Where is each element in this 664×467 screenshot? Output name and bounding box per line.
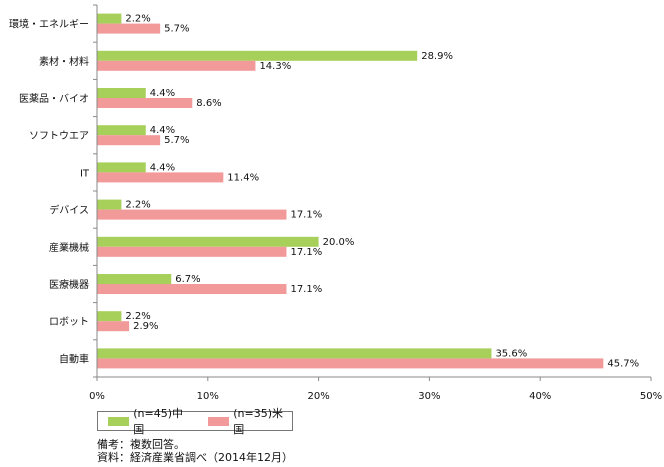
category-label: 産業機械 (49, 241, 89, 254)
bar-us (97, 23, 161, 34)
data-label-china: 4.4% (150, 162, 175, 173)
bar-us (97, 209, 287, 220)
data-label-china: 4.4% (150, 125, 175, 136)
category-label: ソフトウエア (29, 130, 89, 142)
data-label-china: 35.6% (495, 348, 527, 359)
category-label: 環境・エネルギー (9, 18, 89, 31)
bar-china (97, 50, 418, 61)
bar-us (97, 321, 130, 332)
category-label: デバイス (49, 204, 89, 217)
bar-china (97, 13, 122, 24)
legend-swatch-china (108, 416, 130, 426)
category-label: IT (80, 168, 90, 179)
note-source: 資料：経済産業省調べ（2014年12月） (97, 451, 293, 464)
note-remarks: 備考：複数回答。 (97, 438, 185, 451)
data-label-china: 2.2% (125, 200, 150, 211)
x-tick-label: 40% (529, 391, 551, 402)
data-label-china: 2.2% (125, 311, 150, 322)
data-label-us: 17.1% (290, 284, 322, 295)
category-label: 医薬品・バイオ (19, 93, 89, 105)
legend-label-china: (n=45)中国 (133, 407, 184, 436)
data-label-china: 6.7% (175, 274, 200, 285)
bar-china (97, 311, 122, 322)
bar-chart: 環境・エネルギー 2.2% 5.7% 素材・材料 28.9% 14.3% 医薬品・バイオ 4.… (9, 4, 662, 402)
data-label-us: 8.6% (196, 98, 221, 109)
x-tick-label: 50% (640, 391, 662, 402)
notes: 備考：複数回答。 資料：経済産業省調べ（2014年12月） (97, 438, 293, 464)
bar-us (97, 358, 604, 369)
x-tick-label: 30% (418, 391, 440, 402)
bar-us (97, 135, 161, 146)
bar-china (97, 274, 172, 284)
legend: (n=45)中国 (n=35)米国 (97, 407, 293, 436)
data-label-us: 11.4% (227, 172, 259, 183)
data-label-china: 4.4% (150, 88, 175, 99)
data-label-us: 2.9% (133, 321, 158, 332)
bar-china (97, 199, 122, 210)
data-label-china: 2.2% (125, 14, 150, 25)
category-label: 医療機器 (49, 278, 89, 291)
bar-us (97, 60, 256, 71)
data-label-us: 17.1% (290, 247, 322, 258)
legend-label-us: (n=35)米国 (233, 407, 284, 436)
bar-china (97, 88, 146, 98)
legend-item-us: (n=35)米国 (208, 405, 292, 437)
bar-us (97, 98, 193, 108)
bar-china (97, 162, 146, 173)
x-tick-label: 20% (307, 391, 329, 402)
bar-china (97, 125, 146, 136)
data-label-us: 5.7% (164, 24, 189, 35)
data-label-china: 20.0% (323, 237, 355, 248)
bar-us (97, 172, 224, 183)
data-label-us: 45.7% (607, 358, 639, 369)
x-tick-label: 0% (89, 391, 105, 402)
category-label: 素材・材料 (39, 55, 89, 68)
data-label-china: 28.9% (421, 51, 453, 62)
x-tick-label: 10% (197, 391, 219, 402)
data-label-us: 5.7% (164, 135, 189, 146)
bar-china (97, 236, 319, 247)
bar-us (97, 284, 287, 294)
data-label-us: 17.1% (290, 210, 322, 221)
data-label-us: 14.3% (259, 61, 291, 72)
legend-item-china: (n=45)中国 (108, 405, 192, 437)
bar-us (97, 246, 287, 257)
category-label: ロボット (49, 316, 89, 328)
legend-swatch-us (208, 416, 230, 426)
bar-china (97, 348, 492, 359)
category-label: 自動車 (59, 352, 89, 365)
